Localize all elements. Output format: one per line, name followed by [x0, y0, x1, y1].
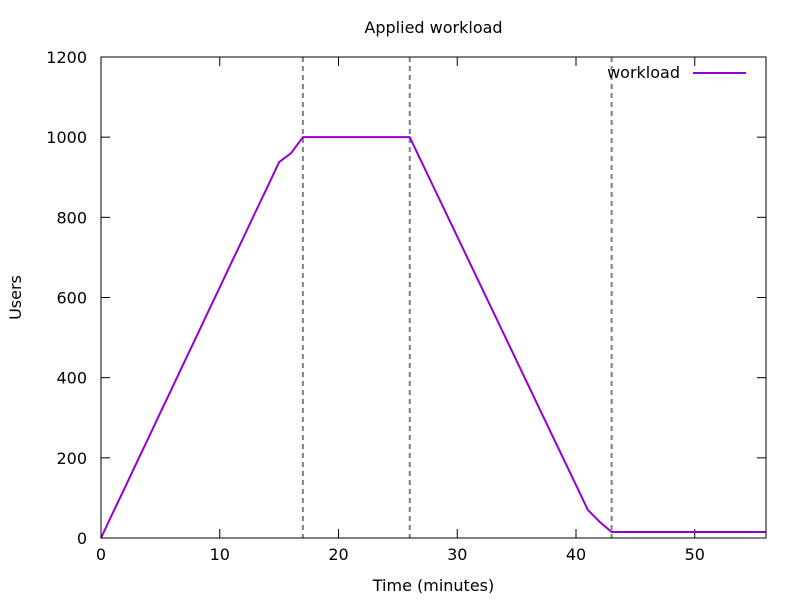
x-tick-label: 0 [96, 545, 106, 564]
vertical-markers [301, 57, 613, 538]
series-line-workload [100, 136, 766, 539]
x-tick-label: 10 [210, 545, 230, 564]
y-tick-label: 400 [56, 369, 87, 388]
chart-title: Applied workload [364, 18, 502, 37]
plot-frame [100, 56, 767, 539]
legend-label: workload [607, 63, 680, 82]
y-tick-label: 600 [56, 289, 87, 308]
x-axis-title: Time (minutes) [372, 576, 495, 595]
y-tick-label: 1000 [46, 128, 87, 147]
series-layer [100, 136, 766, 539]
y-axis-title: Users [6, 275, 25, 320]
y-tick-label: 1200 [46, 48, 87, 67]
x-tick-label: 50 [685, 545, 705, 564]
x-tick-label: 20 [328, 545, 348, 564]
x-tick-label: 40 [566, 545, 586, 564]
legend: workload [607, 63, 746, 82]
ticks-layer: 0 10 20 30 40 50 0 200 400 600 800 1000 1200 [46, 48, 766, 564]
y-tick-label: 0 [77, 529, 87, 548]
y-tick-label: 200 [56, 449, 87, 468]
x-tick-label: 30 [447, 545, 467, 564]
y-tick-label: 800 [56, 208, 87, 227]
